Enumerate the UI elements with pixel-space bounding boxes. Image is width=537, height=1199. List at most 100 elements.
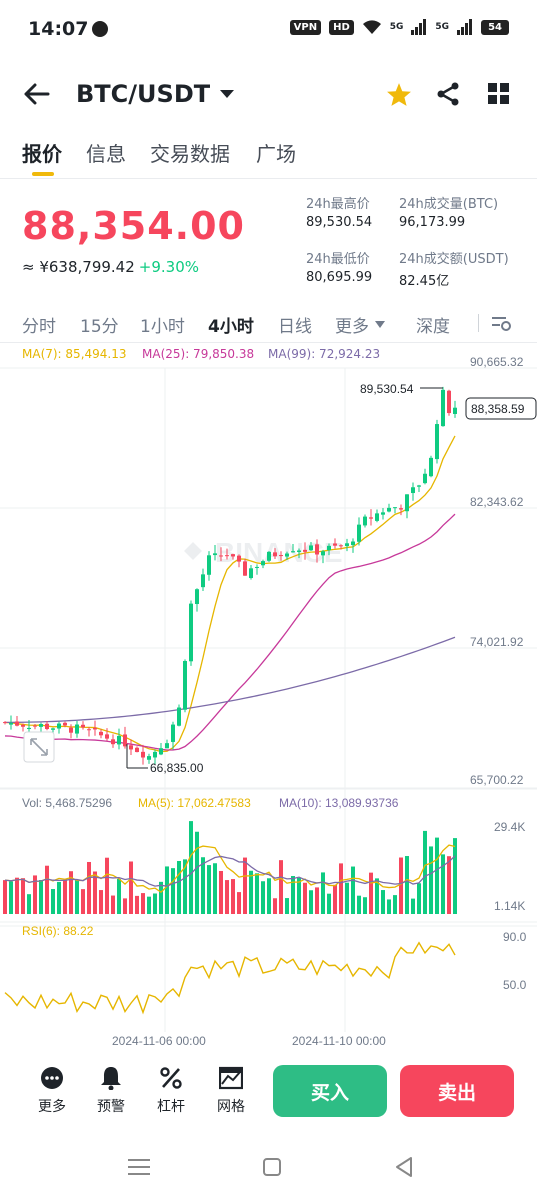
candle-body	[69, 727, 73, 733]
interval-depth[interactable]: 深度	[416, 317, 450, 337]
volume-bar	[15, 877, 19, 914]
volume-bar	[255, 873, 259, 914]
interval-more[interactable]: 更多	[335, 312, 385, 337]
last-price: 88,354.00	[22, 204, 245, 248]
more-button[interactable]: 更多	[27, 1066, 77, 1116]
stat-low-label: 24h最低价	[306, 252, 370, 267]
back-icon[interactable]	[394, 1156, 414, 1178]
candle-body	[195, 589, 199, 605]
volume-bar	[45, 865, 49, 914]
interval-timeline[interactable]: 分时	[22, 317, 56, 337]
volume-bar	[87, 861, 91, 914]
expand-icon[interactable]	[23, 731, 55, 763]
sell-button[interactable]: 卖出	[400, 1065, 514, 1117]
tab-info[interactable]: 信息	[86, 142, 126, 166]
pair-selector[interactable]: BTC/USDT	[76, 80, 235, 108]
candle-body	[321, 551, 325, 556]
volume-bar	[183, 859, 187, 914]
home-icon[interactable]	[262, 1157, 282, 1177]
candle-body	[207, 555, 211, 575]
candle-body	[303, 549, 307, 552]
volume-bar	[447, 856, 451, 914]
volume-bar	[93, 871, 97, 914]
back-arrow-icon[interactable]	[24, 83, 50, 105]
vol-axis-top: 29.4K	[494, 820, 525, 834]
candle-body	[141, 751, 145, 758]
star-icon[interactable]	[386, 82, 412, 107]
volume-bar	[123, 898, 127, 914]
candle-body	[201, 574, 205, 588]
leverage-button[interactable]: 杠杆	[146, 1066, 196, 1116]
chart-settings-icon[interactable]	[492, 314, 512, 332]
stat-high-label: 24h最高价	[306, 197, 370, 212]
candle-body	[423, 473, 427, 484]
candle-body	[441, 389, 445, 427]
volume-bar	[285, 898, 289, 914]
system-nav-bar	[0, 1140, 537, 1199]
stat-volume-value: 96,173.99	[399, 215, 466, 230]
volume-bar	[51, 889, 55, 914]
percent-icon	[160, 1067, 182, 1089]
candlestick-chart[interactable]: BINANCE 89,530.54 88,358.59 66,835.00 90…	[0, 342, 537, 1052]
candle-body	[363, 516, 367, 526]
interval-1d[interactable]: 日线	[278, 317, 312, 337]
grid-icon[interactable]	[488, 83, 510, 105]
candle-body	[3, 722, 7, 724]
volume-bar	[27, 894, 31, 914]
tab-divider	[0, 178, 537, 179]
volume-bar	[33, 875, 37, 914]
candle-body	[45, 723, 49, 730]
candle-body	[225, 555, 229, 557]
candle-body	[411, 487, 415, 494]
candle-body	[27, 727, 31, 730]
candle-body	[255, 566, 259, 568]
candle-body	[267, 551, 271, 561]
candle-body	[453, 407, 457, 414]
alert-button[interactable]: 预警	[86, 1066, 136, 1116]
chevron-down-icon	[375, 321, 385, 328]
volume-bar	[315, 887, 319, 914]
volume-bar	[117, 878, 121, 914]
signal-bars-icon-2	[457, 19, 473, 35]
volume-bar	[129, 861, 133, 914]
vol-ma10-line	[4, 855, 456, 887]
price-axis-4: 65,700.22	[470, 773, 524, 787]
candle-body	[183, 660, 187, 710]
ma7-label: MA(7): 85,494.13	[22, 347, 127, 361]
media-icon	[92, 21, 108, 37]
high-marker-label: 89,530.54	[360, 382, 414, 396]
grid-trading-button[interactable]: 网格	[206, 1066, 256, 1116]
candle-body	[333, 543, 337, 546]
volume-bar	[291, 876, 295, 914]
tab-square[interactable]: 广场	[256, 142, 296, 166]
interval-4h[interactable]: 4小时	[208, 317, 254, 337]
pair-title: BTC/USDT	[76, 80, 211, 108]
hd-badge: HD	[329, 19, 354, 35]
tab-trading-data[interactable]: 交易数据	[150, 142, 230, 166]
tab-quote[interactable]: 报价	[22, 142, 62, 166]
interval-15m[interactable]: 15分	[80, 317, 119, 337]
interval-1h[interactable]: 1小时	[140, 317, 185, 337]
volume-bar	[57, 881, 61, 914]
candle-body	[417, 485, 421, 487]
tab-bar: 报价 信息 交易数据 广场	[0, 130, 537, 178]
vol-axis-bottom: 1.14K	[494, 899, 525, 913]
volume-bar	[411, 898, 415, 914]
volume-bar	[327, 893, 331, 914]
volume-bar	[135, 895, 139, 914]
buy-button[interactable]: 买入	[273, 1065, 387, 1117]
grid-lines	[0, 367, 537, 1032]
candle-body	[135, 747, 139, 753]
ma99-label: MA(99): 72,924.23	[268, 347, 381, 361]
candle-body	[405, 494, 409, 512]
rsi-line	[4, 941, 456, 1015]
share-icon[interactable]	[436, 82, 460, 106]
interval-more-label: 更多	[335, 317, 369, 337]
candle-body	[51, 728, 55, 730]
volume-bar	[63, 879, 67, 914]
vpn-badge: VPN	[289, 19, 322, 35]
menu-icon[interactable]	[128, 1157, 150, 1177]
candle-body	[369, 517, 373, 519]
candle-body	[123, 734, 127, 747]
signal-bars-icon	[411, 19, 427, 35]
